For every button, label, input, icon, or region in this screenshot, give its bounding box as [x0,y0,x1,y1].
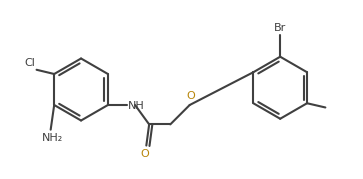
Text: O: O [186,91,195,101]
Text: NH: NH [129,101,145,111]
Text: NH₂: NH₂ [42,133,63,143]
Text: Br: Br [274,23,286,33]
Text: O: O [140,149,149,159]
Text: Cl: Cl [24,58,35,68]
